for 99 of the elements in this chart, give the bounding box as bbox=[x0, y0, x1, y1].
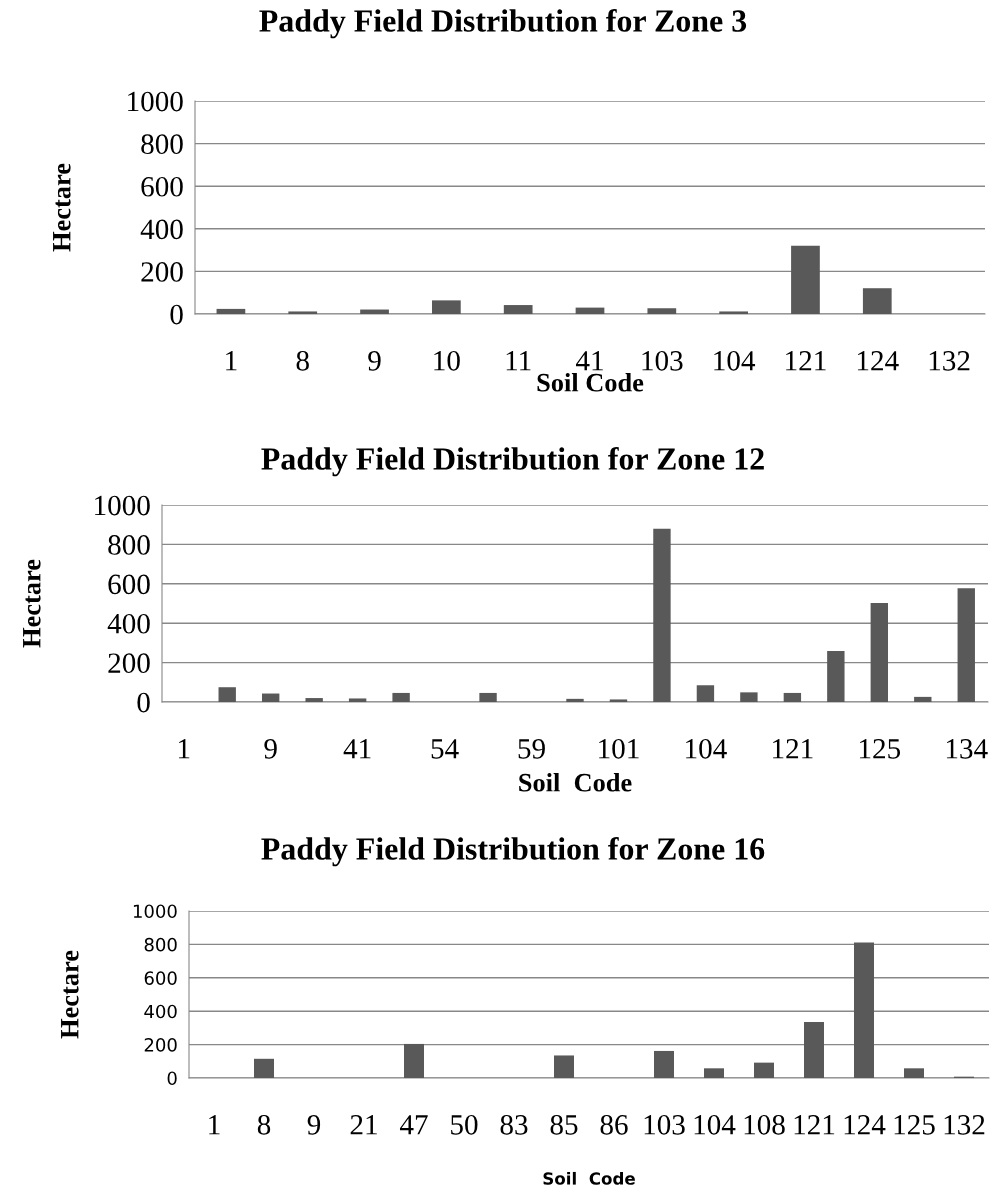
bar bbox=[704, 1068, 724, 1078]
x-tick-label: 21 bbox=[350, 1115, 377, 1135]
x-tick-label: 1 bbox=[179, 739, 190, 759]
y-tick-label: 0 bbox=[170, 304, 183, 325]
y-tick-label: 1000 bbox=[133, 904, 177, 919]
bar bbox=[654, 1050, 674, 1078]
bar bbox=[404, 1043, 424, 1078]
x-tick-label: 8 bbox=[257, 1114, 271, 1135]
x-tick-label: 9 bbox=[307, 1115, 321, 1135]
bar bbox=[288, 311, 318, 314]
x-tick-label: 101 bbox=[599, 738, 639, 759]
bar bbox=[575, 307, 605, 314]
x-tick-label: 104 bbox=[714, 350, 756, 371]
bar bbox=[783, 692, 802, 702]
chart-title: Paddy Field Distribution for Zone 3 bbox=[259, 8, 747, 39]
x-tick-label: 9 bbox=[368, 351, 381, 371]
x-axis-title: Soil Code bbox=[537, 373, 644, 392]
x-tick-label: 132 bbox=[929, 351, 970, 371]
bar bbox=[479, 692, 497, 702]
y-tick-label: 400 bbox=[140, 219, 183, 240]
y-tick-label: 1000 bbox=[95, 495, 150, 516]
bar bbox=[348, 698, 367, 702]
bar bbox=[254, 1058, 274, 1078]
x-tick-label: 104 bbox=[694, 1114, 736, 1135]
x-tick-label: 47 bbox=[399, 1115, 428, 1135]
bar bbox=[957, 588, 975, 702]
x-tick-label: 11 bbox=[506, 351, 531, 371]
x-tick-label: 132 bbox=[944, 1115, 985, 1135]
x-axis-title: Soil Code bbox=[519, 773, 632, 792]
x-tick-label: 104 bbox=[686, 738, 727, 759]
x-tick-label: 85 bbox=[550, 1114, 578, 1135]
chart-title: Paddy Field Distribution for Zone 12 bbox=[261, 446, 764, 477]
x-tick-label: 103 bbox=[642, 350, 683, 371]
bar bbox=[503, 305, 533, 314]
x-tick-label: 9 bbox=[264, 739, 277, 759]
x-tick-label: 121 bbox=[786, 351, 826, 371]
x-tick-label: 125 bbox=[860, 739, 901, 759]
y-tick-label: 800 bbox=[144, 937, 177, 952]
y-tick-label: 1000 bbox=[128, 91, 183, 112]
bar bbox=[827, 650, 845, 702]
x-tick-label: 8 bbox=[296, 350, 309, 371]
y-tick-label: 600 bbox=[108, 574, 150, 595]
x-tick-label: 124 bbox=[844, 1115, 886, 1135]
x-tick-label: 41 bbox=[575, 351, 603, 371]
x-tick-label: 121 bbox=[794, 1115, 835, 1135]
y-tick-label: 400 bbox=[107, 613, 150, 634]
y-axis-title: Hectare bbox=[61, 950, 79, 1039]
bar bbox=[719, 311, 748, 314]
bar bbox=[432, 300, 461, 314]
bar bbox=[754, 1062, 774, 1078]
x-tick-label: 41 bbox=[343, 739, 371, 759]
bar bbox=[854, 942, 874, 1078]
x-tick-label: 50 bbox=[451, 1114, 478, 1135]
x-tick-label: 124 bbox=[857, 351, 899, 371]
x-tick-label: 86 bbox=[600, 1114, 628, 1135]
y-tick-label: 0 bbox=[137, 692, 150, 713]
y-tick-label: 800 bbox=[108, 535, 150, 555]
x-tick-label: 1 bbox=[226, 351, 237, 371]
y-tick-label: 800 bbox=[141, 134, 183, 155]
bar bbox=[305, 698, 323, 702]
bar bbox=[696, 685, 715, 702]
bar bbox=[261, 693, 280, 702]
bar bbox=[740, 692, 758, 702]
bar bbox=[218, 687, 236, 702]
x-tick-label: 134 bbox=[946, 739, 988, 759]
y-axis-title: Hectare bbox=[23, 559, 41, 648]
bar bbox=[609, 699, 628, 702]
y-tick-label: 600 bbox=[144, 971, 177, 985]
bar bbox=[647, 308, 677, 314]
bar bbox=[804, 1022, 824, 1078]
x-tick-label: 108 bbox=[744, 1114, 785, 1135]
bar bbox=[566, 698, 584, 702]
x-tick-label: 103 bbox=[644, 1114, 685, 1135]
bar bbox=[360, 309, 389, 314]
bar bbox=[392, 692, 410, 702]
y-axis-title: Hectare bbox=[53, 163, 71, 252]
x-tick-label: 54 bbox=[431, 739, 459, 759]
x-tick-label: 10 bbox=[434, 350, 460, 371]
bar bbox=[914, 696, 932, 702]
bar bbox=[904, 1068, 924, 1078]
y-tick-label: 400 bbox=[144, 1004, 177, 1019]
y-tick-label: 200 bbox=[141, 262, 183, 282]
bar bbox=[554, 1055, 574, 1078]
bar bbox=[653, 528, 671, 702]
x-tick-label: 83 bbox=[500, 1114, 528, 1135]
x-tick-label: 1 bbox=[209, 1115, 220, 1135]
y-tick-label: 600 bbox=[141, 176, 183, 197]
x-tick-label: 121 bbox=[773, 739, 813, 759]
bar bbox=[791, 245, 820, 314]
x-tick-label: 59 bbox=[518, 739, 545, 759]
y-tick-label: 200 bbox=[108, 653, 150, 674]
chart-title: Paddy Field Distribution for Zone 16 bbox=[261, 836, 765, 867]
y-tick-label: 0 bbox=[167, 1071, 177, 1086]
bar bbox=[870, 603, 889, 702]
x-axis-title: Soil Code bbox=[543, 1171, 635, 1185]
x-tick-label: 125 bbox=[894, 1115, 935, 1135]
bar bbox=[216, 308, 246, 314]
bar bbox=[862, 288, 892, 314]
y-tick-label: 200 bbox=[144, 1038, 177, 1052]
